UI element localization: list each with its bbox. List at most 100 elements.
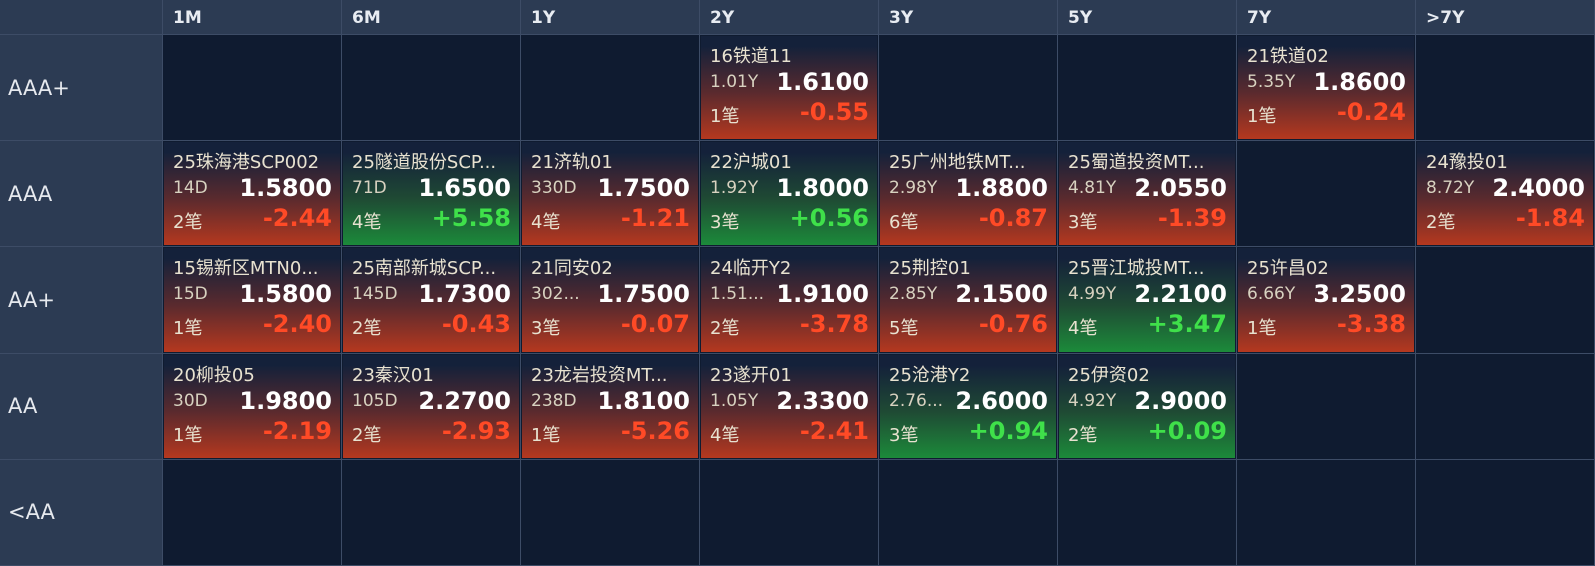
trade-count: 4笔 xyxy=(531,212,561,234)
price-change: -1.21 xyxy=(620,204,690,233)
bond-term: 2.85Y xyxy=(889,284,938,305)
bond-term: 1.51... xyxy=(710,284,765,305)
bond-card[interactable]: 20柳投05 30D 1.9800 1笔 -2.19 xyxy=(164,354,340,458)
bond-price: 1.5800 xyxy=(239,174,332,203)
bond-card[interactable]: 25蜀道投资MT... 4.81Y 2.0550 3笔 -1.39 xyxy=(1059,142,1235,246)
bond-card[interactable]: 25珠海港SCP002 14D 1.5800 2笔 -2.44 xyxy=(164,142,340,246)
bond-name: 25广州地铁MT... xyxy=(889,152,1026,174)
grid-cell xyxy=(1237,459,1416,566)
grid-cell: 21济轨01 330D 1.7500 4笔 -1.21 xyxy=(521,141,700,248)
bond-card[interactable]: 25隧道股份SCP... 71D 1.6500 4笔 +5.58 xyxy=(343,142,519,246)
price-change: -2.19 xyxy=(262,416,332,445)
row-header: AA xyxy=(0,353,163,460)
bond-card[interactable]: 25晋江城投MT... 4.99Y 2.2100 4笔 +3.47 xyxy=(1059,248,1235,352)
bond-name: 15锡新区MTN0... xyxy=(173,258,319,280)
grid-cell: 25沧港Y2 2.76... 2.6000 3笔 +0.94 xyxy=(879,353,1058,460)
grid-cell: 25伊资02 4.92Y 2.9000 2笔 +0.09 xyxy=(1058,353,1237,460)
bond-card[interactable]: 21济轨01 330D 1.7500 4笔 -1.21 xyxy=(522,142,698,246)
bond-card[interactable]: 23龙岩投资MT... 238D 1.8100 1笔 -5.26 xyxy=(522,354,698,458)
grid-cell: 24豫投01 8.72Y 2.4000 2笔 -1.84 xyxy=(1416,141,1595,248)
bond-card[interactable]: 23秦汉01 105D 2.2700 2笔 -2.93 xyxy=(343,354,519,458)
bond-term: 30D xyxy=(173,390,208,411)
trade-count: 3笔 xyxy=(710,212,740,234)
trade-count: 4笔 xyxy=(352,212,382,234)
row-header: AAA xyxy=(0,141,163,248)
grid-cell: 23遂开01 1.05Y 2.3300 4笔 -2.41 xyxy=(700,353,879,460)
bond-card[interactable]: 24临开Y2 1.51... 1.9100 2笔 -3.78 xyxy=(701,248,877,352)
bond-card[interactable]: 21同安02 302... 1.7500 3笔 -0.07 xyxy=(522,248,698,352)
bond-name: 20柳投05 xyxy=(173,364,255,386)
bond-price: 2.3300 xyxy=(776,386,869,415)
grid-cell: 23龙岩投资MT... 238D 1.8100 1笔 -5.26 xyxy=(521,353,700,460)
trade-count: 2笔 xyxy=(352,424,382,446)
grid-cell xyxy=(521,459,700,566)
bond-card[interactable]: 25许昌02 6.66Y 3.2500 1笔 -3.38 xyxy=(1238,248,1414,352)
trade-count: 3笔 xyxy=(531,318,561,340)
trade-count: 2笔 xyxy=(1068,424,1098,446)
grid-cell xyxy=(1416,353,1595,460)
bond-term: 1.01Y xyxy=(710,72,759,92)
bond-name: 23秦汉01 xyxy=(352,364,434,386)
trade-count: 1笔 xyxy=(1247,318,1277,340)
grid-cell xyxy=(1237,141,1416,248)
grid-cell: 25广州地铁MT... 2.98Y 1.8800 6笔 -0.87 xyxy=(879,141,1058,248)
trade-count: 1笔 xyxy=(531,424,561,446)
bond-name: 21济轨01 xyxy=(531,152,613,174)
bond-term: 302... xyxy=(531,284,580,305)
bond-card[interactable]: 25伊资02 4.92Y 2.9000 2笔 +0.09 xyxy=(1059,354,1235,458)
row-header: <AA xyxy=(0,459,163,566)
bond-term: 105D xyxy=(352,390,398,411)
grid-cell xyxy=(700,459,879,566)
bond-card[interactable]: 25荆控01 2.85Y 2.1500 5笔 -0.76 xyxy=(880,248,1056,352)
bond-card[interactable]: 25沧港Y2 2.76... 2.6000 3笔 +0.94 xyxy=(880,354,1056,458)
bond-card[interactable]: 24豫投01 8.72Y 2.4000 2笔 -1.84 xyxy=(1417,142,1593,246)
column-header: 3Y xyxy=(879,0,1058,35)
grid-cell: 23秦汉01 105D 2.2700 2笔 -2.93 xyxy=(342,353,521,460)
bond-card[interactable]: 21铁道02 5.35Y 1.8600 1笔 -0.24 xyxy=(1238,36,1414,140)
bond-name: 21同安02 xyxy=(531,258,613,280)
price-change: -0.87 xyxy=(978,204,1048,233)
bond-card[interactable]: 25广州地铁MT... 2.98Y 1.8800 6笔 -0.87 xyxy=(880,142,1056,246)
grid-cell: 25许昌02 6.66Y 3.2500 1笔 -3.38 xyxy=(1237,247,1416,354)
bond-name: 25南部新城SCP... xyxy=(352,258,497,280)
bond-name: 25许昌02 xyxy=(1247,258,1329,280)
trade-count: 3笔 xyxy=(889,424,919,446)
grid-cell xyxy=(1416,35,1595,142)
bond-name: 25沧港Y2 xyxy=(889,364,971,386)
bond-card[interactable]: 16铁道11 1.01Y 1.6100 1笔 -0.55 xyxy=(701,36,877,140)
trade-count: 2笔 xyxy=(173,212,203,234)
grid-cell: 25南部新城SCP... 145D 1.7300 2笔 -0.43 xyxy=(342,247,521,354)
bond-price: 2.2100 xyxy=(1134,280,1227,309)
column-header: 5Y xyxy=(1058,0,1237,35)
bond-card[interactable]: 23遂开01 1.05Y 2.3300 4笔 -2.41 xyxy=(701,354,877,458)
bond-card[interactable]: 15锡新区MTN0... 15D 1.5800 1笔 -2.40 xyxy=(164,248,340,352)
bond-price: 1.5800 xyxy=(239,280,332,309)
trade-count: 2笔 xyxy=(710,318,740,340)
bond-name: 25晋江城投MT... xyxy=(1068,258,1205,280)
bond-name: 24临开Y2 xyxy=(710,258,792,280)
bond-price: 1.8100 xyxy=(597,386,690,415)
bond-term: 145D xyxy=(352,284,398,305)
grid-cell xyxy=(163,459,342,566)
bond-card[interactable]: 22沪城01 1.92Y 1.8000 3笔 +0.56 xyxy=(701,142,877,246)
column-header: 7Y xyxy=(1237,0,1416,35)
price-change: -3.78 xyxy=(799,310,869,339)
grid-cell xyxy=(1058,459,1237,566)
price-change: -2.44 xyxy=(262,204,332,233)
row-header: AAA+ xyxy=(0,35,163,142)
bond-price: 2.2700 xyxy=(418,386,511,415)
bond-term: 1.05Y xyxy=(710,390,759,411)
grid-cell: 21铁道02 5.35Y 1.8600 1笔 -0.24 xyxy=(1237,35,1416,142)
column-header: 6M xyxy=(342,0,521,35)
bond-name: 24豫投01 xyxy=(1426,152,1508,174)
bond-term: 330D xyxy=(531,178,577,199)
price-change: +5.58 xyxy=(431,204,511,233)
price-change: +3.47 xyxy=(1147,310,1227,339)
grid-cell xyxy=(521,35,700,142)
bond-price: 1.8800 xyxy=(955,174,1048,203)
bond-term: 5.35Y xyxy=(1247,72,1296,92)
bond-price: 1.7300 xyxy=(418,280,511,309)
row-header: AA+ xyxy=(0,247,163,354)
bond-card[interactable]: 25南部新城SCP... 145D 1.7300 2笔 -0.43 xyxy=(343,248,519,352)
column-header: 2Y xyxy=(700,0,879,35)
